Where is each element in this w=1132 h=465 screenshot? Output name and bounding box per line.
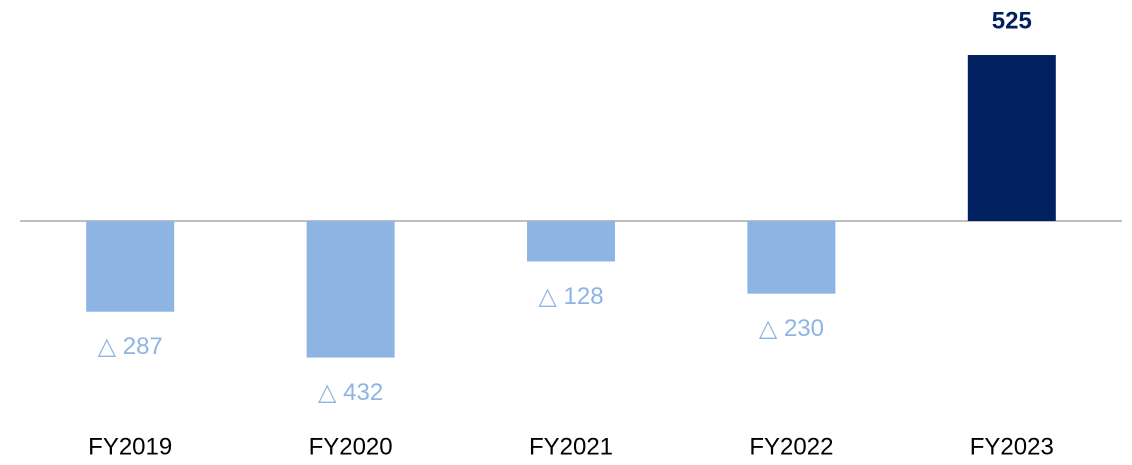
value-label: △ 287 [98, 333, 163, 360]
value-label: 525 [992, 7, 1032, 34]
bar [747, 221, 836, 294]
x-tick-label: FY2021 [529, 433, 613, 460]
value-label: △ 230 [759, 315, 824, 342]
value-label: △ 128 [538, 283, 603, 310]
x-tick-label: FY2023 [970, 433, 1054, 460]
value-label: △ 432 [318, 379, 383, 406]
bar [527, 221, 615, 262]
x-tick-label: FY2020 [309, 433, 393, 460]
x-tick-label: FY2019 [88, 433, 172, 460]
bar [86, 221, 175, 312]
bar [306, 221, 395, 358]
bar [967, 55, 1056, 222]
x-tick-label: FY2022 [749, 433, 833, 460]
